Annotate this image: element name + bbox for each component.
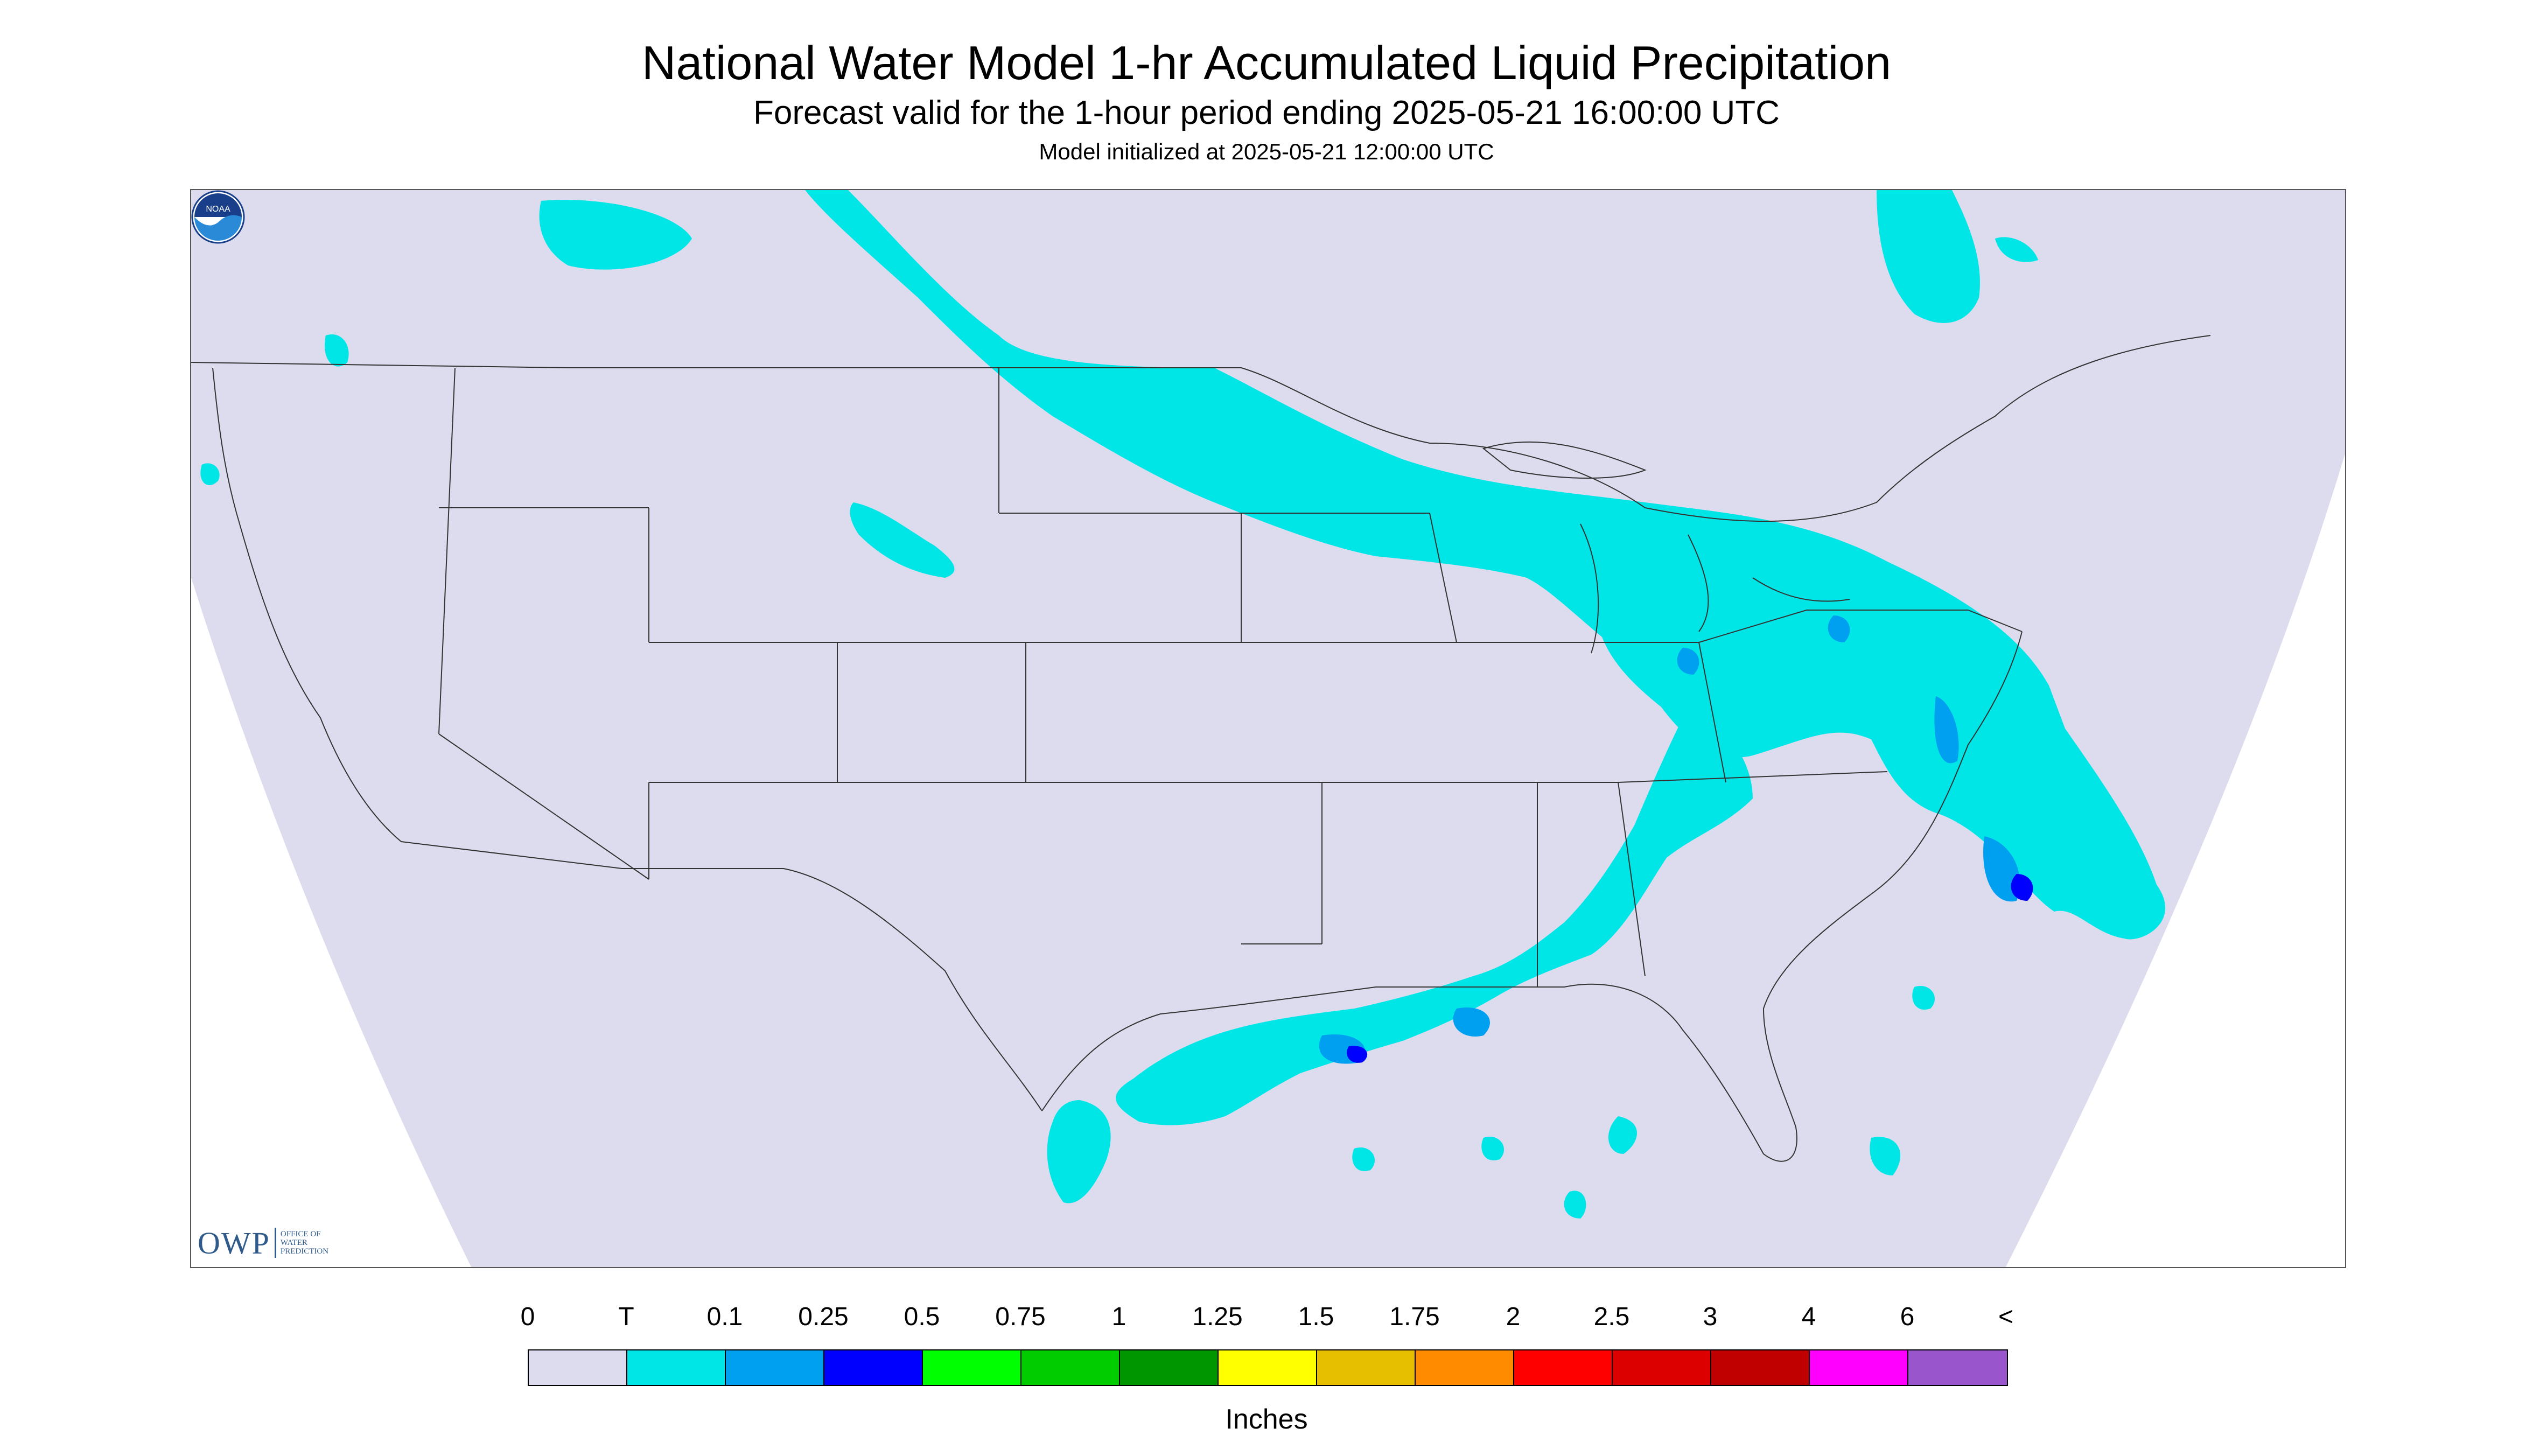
- legend-swatch: [1810, 1350, 1908, 1385]
- legend-color-bar: [528, 1349, 2008, 1386]
- legend-swatch: [1908, 1350, 2007, 1385]
- state-lines: [438, 367, 2023, 987]
- legend-swatch: [1120, 1350, 1219, 1385]
- legend-label: 1.75: [1389, 1303, 1440, 1331]
- owp-logo: OWP OFFICE OF WATER PREDICTION: [198, 1224, 328, 1262]
- legend-label: 2.5: [1593, 1303, 1630, 1331]
- legend-label: 0.5: [904, 1303, 940, 1331]
- legend-swatch: [1416, 1350, 1514, 1385]
- legend-label: 0.25: [798, 1303, 849, 1331]
- legend-swatch: [1711, 1350, 1810, 1385]
- us-west-coast: [212, 367, 402, 842]
- owp-logo-text: OWP: [198, 1225, 270, 1261]
- legend-swatch: [529, 1350, 627, 1385]
- precipitation-map: OWP OFFICE OF WATER PREDICTION NOAA: [190, 189, 2346, 1268]
- legend-label: 0.1: [706, 1303, 743, 1331]
- legend-label: 4: [1801, 1303, 1816, 1331]
- legend-label: 1.5: [1298, 1303, 1334, 1331]
- forecast-valid-subtitle: Forecast valid for the 1-hour period end…: [753, 94, 1780, 131]
- map-canvas: [191, 190, 2345, 1267]
- legend-swatch: [1219, 1350, 1317, 1385]
- gulf-coast: [1041, 631, 2023, 1162]
- noaa-logo-icon: NOAA: [191, 190, 245, 244]
- us-mexico-border: [401, 841, 1042, 1111]
- legend-label: 2: [1506, 1303, 1521, 1331]
- legend-swatch: [923, 1350, 1021, 1385]
- legend-swatch: [627, 1350, 726, 1385]
- legend-label: 1: [1111, 1303, 1126, 1331]
- legend-label: T: [618, 1303, 634, 1331]
- legend-label: <: [1998, 1303, 2014, 1331]
- legend-swatch: [1021, 1350, 1120, 1385]
- precip-moderate-areas: [1319, 615, 2020, 1064]
- legend-swatch: [1613, 1350, 1711, 1385]
- precip-trace-areas: [200, 190, 2166, 1219]
- legend-units: Inches: [1225, 1404, 1308, 1435]
- noaa-logo-text: NOAA: [206, 205, 230, 214]
- legend-swatch: [1317, 1350, 1416, 1385]
- boundaries: [191, 335, 2211, 1162]
- us-canada-border: [191, 335, 2211, 522]
- model-init-note: Model initialized at 2025-05-21 12:00:00…: [1039, 139, 1494, 164]
- legend-swatch: [1514, 1350, 1613, 1385]
- chart-title: National Water Model 1-hr Accumulated Li…: [641, 36, 1892, 89]
- outside-domain-right: [2006, 454, 2345, 1267]
- outside-domain-left: [191, 578, 471, 1267]
- legend-swatch: [824, 1350, 923, 1385]
- great-lakes-outline: [1482, 441, 1850, 654]
- owp-logo-divider: [274, 1228, 276, 1258]
- precip-heavy-areas: [1347, 874, 2033, 1063]
- legend-label: 6: [1900, 1303, 1915, 1331]
- legend-labels: 0 T 0.1 0.25 0.5 0.75 1 1.25 1.5 1.75 2 …: [0, 1302, 2533, 1340]
- legend-label: 3: [1703, 1303, 1718, 1331]
- owp-logo-subtitle: OFFICE OF WATER PREDICTION: [280, 1230, 329, 1256]
- model-domain: [191, 190, 2345, 1267]
- legend-swatch: [726, 1350, 824, 1385]
- legend-label: 1.25: [1192, 1303, 1243, 1331]
- legend-label: 0.75: [995, 1303, 1046, 1331]
- legend-label: 0: [520, 1303, 535, 1331]
